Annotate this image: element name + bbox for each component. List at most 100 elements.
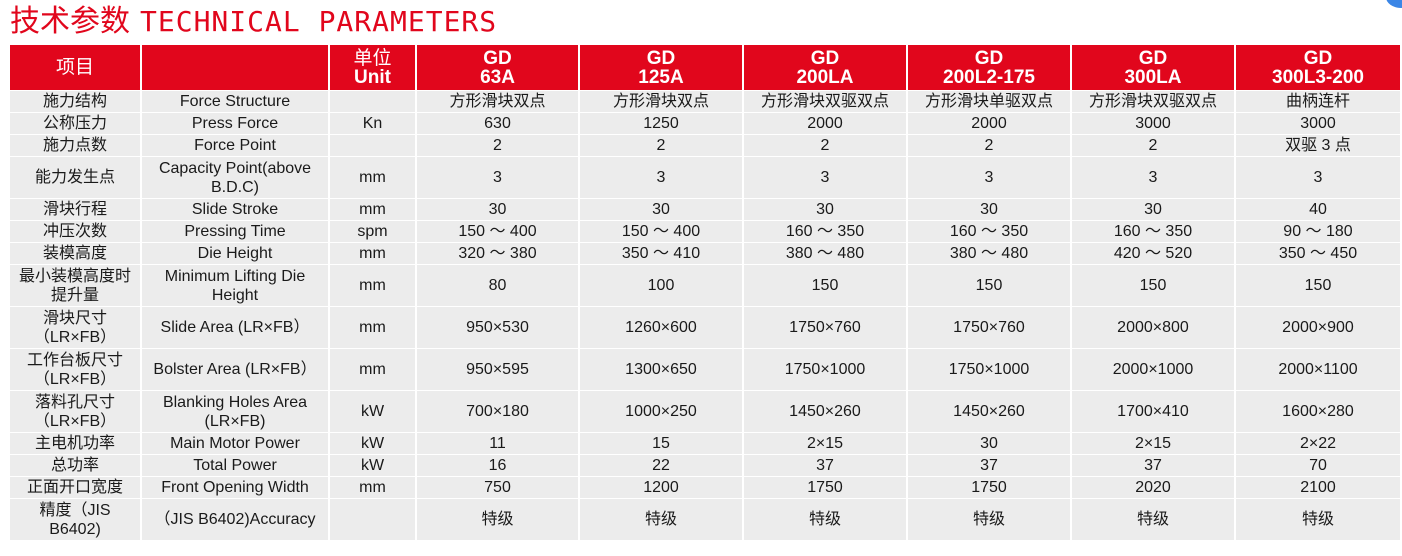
param-name-cn: 总功率 (10, 455, 140, 476)
table-body: 施力结构 Force Structure 方形滑块双点 方形滑块双点 方形滑块双驱双点方… (10, 91, 1400, 540)
param-unit: mm (330, 265, 415, 306)
param-value: 方形滑块双点 (417, 91, 578, 112)
table-row: 正面开口宽度 Front Opening Width mm 750 1200 1750 17… (10, 477, 1400, 498)
param-name-en: Front Opening Width (142, 477, 328, 498)
param-value: 30 (908, 433, 1070, 454)
param-name-en: Capacity Point(above B.D.C) (142, 157, 328, 198)
param-value: 1750×760 (908, 307, 1070, 348)
param-value: 37 (744, 455, 906, 476)
param-value: 特级 (1072, 499, 1234, 540)
parameters-table: 项目 单位 Unit GD 63A GD 125A GD 200LA GD 200L2-1… (8, 44, 1402, 541)
param-value: 3 (1236, 157, 1400, 198)
param-value: 1450×260 (744, 391, 906, 432)
param-value: 150 (744, 265, 906, 306)
param-name-en: Force Point (142, 135, 328, 156)
param-unit: mm (330, 349, 415, 390)
param-value: 950×595 (417, 349, 578, 390)
param-unit (330, 135, 415, 156)
param-value: 2020 (1072, 477, 1234, 498)
param-value: 30 (744, 199, 906, 220)
param-value: 420 ～ 520 (1072, 243, 1234, 264)
header-model: GD 200L2-175 (908, 45, 1070, 90)
table-row: 施力结构 Force Structure 方形滑块双点 方形滑块双点 方形滑块双驱双点方… (10, 91, 1400, 112)
param-value: 方形滑块双驱双点 (1072, 91, 1234, 112)
param-name-en: Press Force (142, 113, 328, 134)
model-series: GD (483, 47, 512, 69)
param-value: 2×22 (1236, 433, 1400, 454)
param-value: 方形滑块双点 (580, 91, 742, 112)
param-value: 160 ～ 350 (1072, 221, 1234, 242)
param-value: 3 (744, 157, 906, 198)
table-row: 工作台板尺寸（LR×FB） Bolster Area (LR×FB） mm 950×5… (10, 349, 1400, 390)
param-value: 3000 (1236, 113, 1400, 134)
param-name-cn: 施力点数 (10, 135, 140, 156)
param-name-cn: 公称压力 (10, 113, 140, 134)
param-value: 2×15 (744, 433, 906, 454)
corner-badge-icon (1386, 0, 1402, 8)
param-name-cn: 落料孔尺寸（LR×FB） (10, 391, 140, 432)
param-value: 630 (417, 113, 578, 134)
param-value: 2000×1100 (1236, 349, 1400, 390)
model-series: GD (646, 47, 676, 69)
param-value: 特级 (417, 499, 578, 540)
param-value: 3 (1072, 157, 1234, 198)
param-value: 30 (580, 199, 742, 220)
param-value: 1600×280 (1236, 391, 1400, 432)
param-value: 320 ～ 380 (417, 243, 578, 264)
param-value: 11 (417, 433, 578, 454)
model-code: 125A (638, 66, 684, 88)
param-name-cn: 滑块尺寸（LR×FB） (10, 307, 140, 348)
model-code: 200L2-175 (943, 66, 1035, 88)
param-name-cn: 主电机功率 (10, 433, 140, 454)
param-value: 16 (417, 455, 578, 476)
table-row: 主电机功率 Main Motor Power kW 11 15 2×15 30 2×15 2×2… (10, 433, 1400, 454)
param-value: 2000 (908, 113, 1070, 134)
param-unit: Kn (330, 113, 415, 134)
param-value: 380 ～ 480 (908, 243, 1070, 264)
model-code: 300LA (1124, 66, 1182, 88)
param-value: 方形滑块双驱双点 (744, 91, 906, 112)
model-series: GD (810, 47, 840, 69)
param-unit: mm (330, 307, 415, 348)
param-name-cn: 滑块行程 (10, 199, 140, 220)
param-value: 1450×260 (908, 391, 1070, 432)
param-value: 150 ～ 400 (417, 221, 578, 242)
table-row: 最小装模高度时提升量 Minimum Lifting Die Height mm 80… (10, 265, 1400, 306)
param-unit: mm (330, 243, 415, 264)
page-title: 技术参数 TECHNICAL PARAMETERS (10, 4, 497, 40)
param-name-en: Slide Stroke (142, 199, 328, 220)
table-row: 落料孔尺寸（LR×FB） Blanking Holes Area (LR×FB) k… (10, 391, 1400, 432)
header-model: GD 200LA (744, 45, 906, 90)
param-unit: kW (330, 433, 415, 454)
param-value: 150 (1236, 265, 1400, 306)
model-code: 200LA (796, 66, 854, 88)
param-value: 1260×600 (580, 307, 742, 348)
param-value: 2000×1000 (1072, 349, 1234, 390)
param-value: 特级 (744, 499, 906, 540)
param-value: 750 (417, 477, 578, 498)
param-value: 2 (908, 135, 1070, 156)
table-row: 滑块行程 Slide Stroke mm 30 30 30 30 30 40 (10, 199, 1400, 220)
param-value: 1750×1000 (744, 349, 906, 390)
model-series: GD (1303, 47, 1333, 69)
param-value: 37 (908, 455, 1070, 476)
param-name-en: Blanking Holes Area (LR×FB) (142, 391, 328, 432)
param-value: 1200 (580, 477, 742, 498)
param-name-cn: 工作台板尺寸（LR×FB） (10, 349, 140, 390)
header-model: GD 300LA (1072, 45, 1234, 90)
param-name-en: Pressing Time (142, 221, 328, 242)
param-value: 2000×800 (1072, 307, 1234, 348)
header-blank (142, 45, 328, 90)
table-row: 精度（JIS B6402) （JIS B6402)Accuracy 特级 特级 特级 特级… (10, 499, 1400, 540)
param-value: 1000×250 (580, 391, 742, 432)
param-value: 950×530 (417, 307, 578, 348)
param-value: 90 ～ 180 (1236, 221, 1400, 242)
param-value: 1750 (908, 477, 1070, 498)
param-name-cn: 最小装模高度时提升量 (10, 265, 140, 306)
param-unit: mm (330, 477, 415, 498)
param-name-cn: 能力发生点 (10, 157, 140, 198)
param-value: 方形滑块单驱双点 (908, 91, 1070, 112)
param-value: 2 (744, 135, 906, 156)
param-name-en: Bolster Area (LR×FB） (142, 349, 328, 390)
param-name-en: Main Motor Power (142, 433, 328, 454)
